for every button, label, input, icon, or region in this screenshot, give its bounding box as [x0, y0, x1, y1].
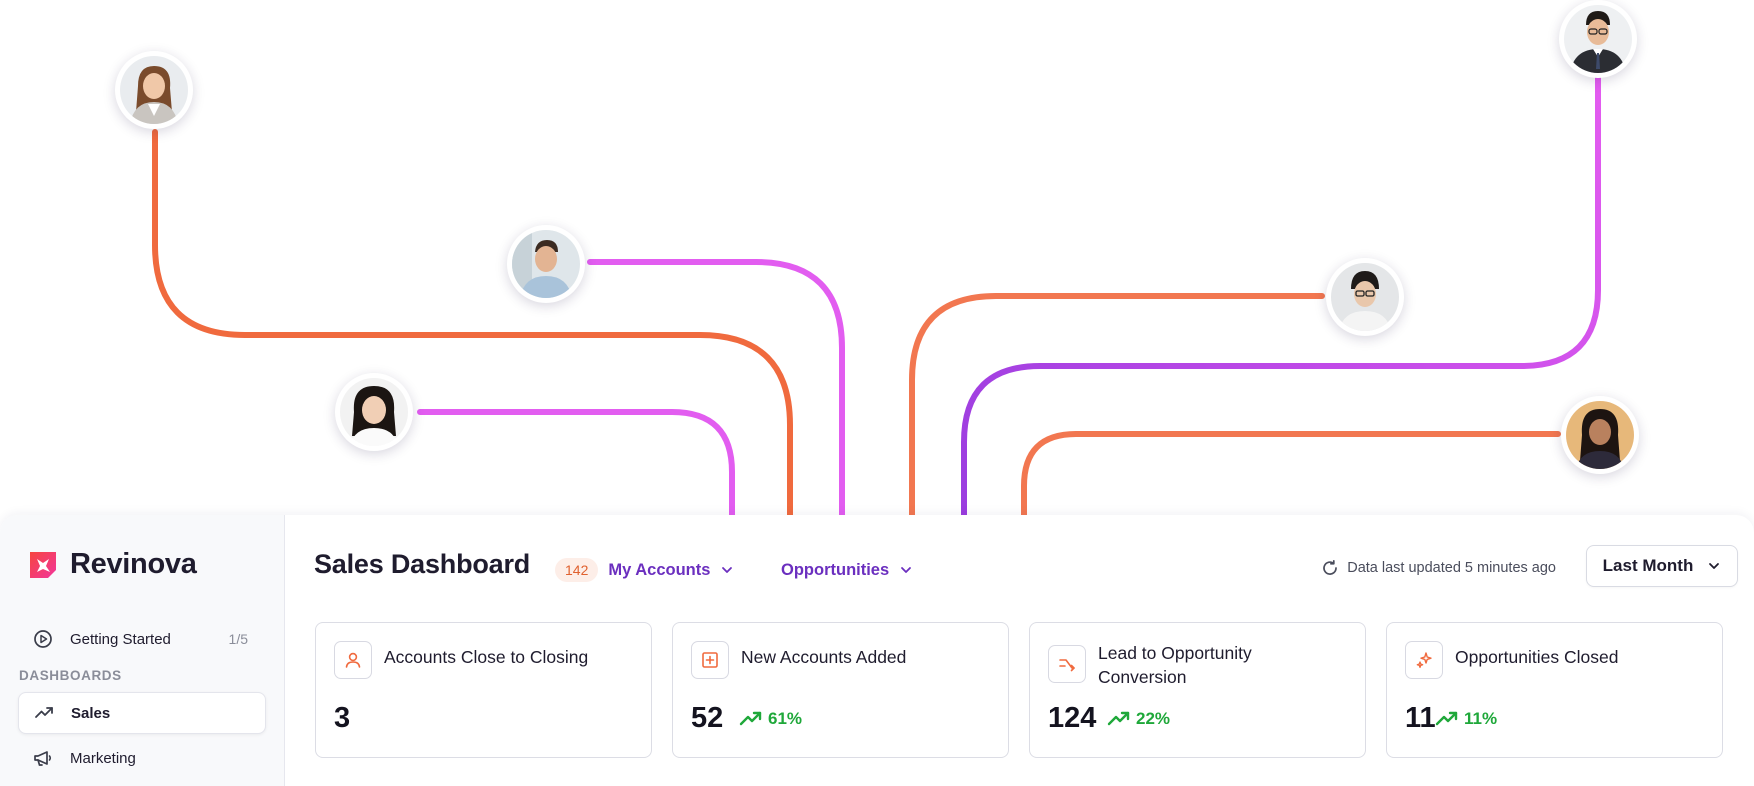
metric-card-value: 52 — [691, 702, 724, 734]
period-select-value: Last Month — [1602, 556, 1694, 575]
chevron-down-icon — [1709, 563, 1720, 569]
metric-card-delta-value: 22% — [1136, 709, 1171, 728]
metric-card-title-line2: Conversion — [1098, 667, 1187, 687]
avatar-person-glasses — [1326, 258, 1404, 336]
brand-name: Revinova — [70, 548, 197, 580]
sidebar-item-label: Marketing — [70, 749, 136, 767]
period-select[interactable]: Last Month — [1586, 545, 1738, 587]
sidebar-item-getting-started[interactable]: Getting Started 1/5 — [18, 620, 266, 658]
refresh-icon[interactable] — [1321, 559, 1339, 577]
sidebar-item-label: Getting Started — [70, 630, 171, 648]
metric-card-value: 124 — [1048, 702, 1097, 734]
shuffle-arrows-icon — [1048, 645, 1086, 683]
sparkle-icon — [1405, 641, 1443, 679]
getting-started-progress: 1/5 — [228, 631, 248, 647]
opportunities-filter-dropdown[interactable]: Opportunities — [781, 553, 913, 587]
person-photo-icon — [340, 378, 408, 446]
section-label-dashboards: DASHBOARDS — [19, 668, 122, 683]
metric-card-delta-value: 11% — [1464, 709, 1498, 728]
sidebar: Revinova Getting Started 1/5 DASHBOARDS … — [0, 515, 285, 786]
person-photo-icon — [120, 56, 188, 124]
metric-card-title-line1: Lead to Opportunity — [1098, 643, 1252, 663]
metric-card-accounts-close[interactable]: Accounts Close to Closing 3 — [315, 622, 652, 758]
metric-card-title: Lead to Opportunity Conversion — [1098, 641, 1348, 689]
chevron-down-icon — [722, 567, 733, 573]
avatar-man-smiling — [507, 225, 585, 303]
metric-card-value: 3 — [334, 702, 351, 734]
trending-up-icon — [1107, 711, 1130, 726]
metric-card-delta: 11% — [1435, 709, 1497, 729]
dashboard-app: Revinova Getting Started 1/5 DASHBOARDS … — [0, 515, 1754, 786]
connector-line-4 — [909, 293, 1325, 523]
person-photo-icon — [1564, 5, 1632, 73]
metric-card-title: New Accounts Added — [741, 647, 907, 667]
chevron-down-icon — [901, 567, 912, 573]
connector-line-5 — [961, 75, 1601, 523]
person-photo-icon — [1331, 263, 1399, 331]
sidebar-item-label: Sales — [71, 704, 111, 722]
metric-card-lead-conversion[interactable]: Lead to Opportunity Conversion 124 22% — [1029, 622, 1366, 758]
metric-card-delta: 22% — [1107, 709, 1170, 729]
trending-up-icon — [1435, 711, 1458, 726]
avatar-woman-smiling — [335, 373, 413, 451]
play-circle-icon — [32, 628, 54, 650]
metric-card-delta: 61% — [739, 709, 802, 729]
metric-card-title: Opportunities Closed — [1455, 647, 1619, 667]
metric-card-value: 11 — [1405, 702, 1436, 734]
accounts-filter-dropdown[interactable]: 142 My Accounts — [555, 553, 734, 587]
trending-up-icon — [739, 711, 762, 726]
accounts-count-badge: 142 — [555, 558, 599, 582]
connector-line-1 — [152, 129, 793, 523]
person-photo-icon — [1566, 401, 1634, 469]
connector-line-3 — [417, 409, 735, 523]
data-updated-status: Data last updated 5 minutes ago — [1321, 559, 1556, 577]
updated-text: Data last updated 5 minutes ago — [1347, 560, 1556, 576]
opportunities-filter-label: Opportunities — [781, 560, 890, 579]
metric-card-opportunities-closed[interactable]: Opportunities Closed 11 11% — [1386, 622, 1723, 758]
trending-up-icon — [33, 702, 55, 724]
avatar-man-glasses-suit — [1559, 0, 1637, 78]
metric-card-delta-value: 61% — [768, 709, 803, 728]
user-icon — [334, 641, 372, 679]
accounts-filter-label: My Accounts — [608, 560, 711, 579]
metric-card-new-accounts[interactable]: New Accounts Added 52 61% — [672, 622, 1009, 758]
page-title: Sales Dashboard — [314, 549, 531, 579]
avatar-woman-dark-hair — [1561, 396, 1639, 474]
connector-line-6 — [1021, 431, 1561, 523]
person-photo-icon — [512, 230, 580, 298]
connector-line-2 — [587, 259, 845, 523]
plus-square-icon — [691, 641, 729, 679]
brand-logo[interactable]: Revinova — [28, 548, 197, 581]
revinova-logo-icon — [30, 551, 56, 578]
avatar-woman-blazer — [115, 51, 193, 129]
sidebar-item-sales[interactable]: Sales — [18, 692, 266, 734]
metric-card-title: Accounts Close to Closing — [384, 647, 589, 667]
main-content: Sales Dashboard 142 My Accounts Opportun… — [285, 515, 1754, 786]
megaphone-icon — [32, 747, 54, 769]
sidebar-item-marketing[interactable]: Marketing — [18, 739, 266, 777]
